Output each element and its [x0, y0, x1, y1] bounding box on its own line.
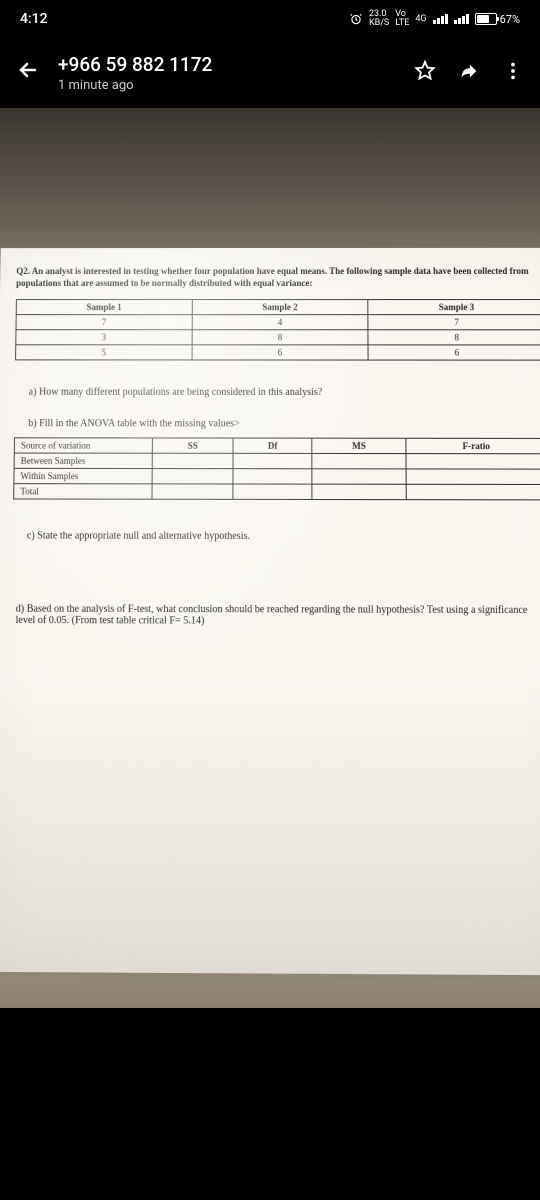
table-cell: 8: [368, 330, 540, 345]
anova-row-label: Total: [14, 484, 152, 500]
anova-col: Df: [233, 438, 312, 453]
part-b: b) Fill in the ANOVA table with the miss…: [28, 418, 540, 430]
table-cell: 7: [16, 315, 192, 330]
part-a: a) How many different populations are be…: [29, 387, 540, 399]
bottom-letterbox: [0, 1008, 540, 1200]
status-time: 4:12: [20, 11, 48, 27]
anova-col: Source of variation: [14, 438, 152, 453]
anova-col: MS: [312, 439, 405, 454]
favorite-button[interactable]: [414, 60, 436, 87]
photo-viewport[interactable]: Q2. An analyst is interested in testing …: [0, 108, 540, 1008]
table-header: Sample 1: [16, 300, 192, 315]
app-bar: +966 59 882 1172 1 minute ago: [0, 38, 540, 108]
table-cell: 8: [192, 330, 369, 345]
signal-bars-1: [433, 14, 448, 24]
battery-percent: 67%: [500, 13, 520, 26]
table-cell: 6: [368, 345, 540, 360]
battery-fill: [477, 15, 489, 23]
part-d: d) Based on the analysis of F-test, what…: [15, 604, 540, 628]
anova-col: SS: [152, 438, 233, 453]
sample-data-table: Sample 1 Sample 2 Sample 3 7 4 7 3 8 8 5…: [15, 299, 540, 361]
signal-label: 4G: [415, 14, 426, 24]
table-cell: 3: [16, 330, 192, 345]
data-speed: 23.0 KB/S: [369, 10, 389, 28]
table-header: Sample 3: [368, 300, 540, 315]
share-button[interactable]: [458, 60, 480, 87]
alarm-icon: [349, 12, 363, 26]
battery-indicator: 67%: [475, 13, 520, 26]
status-bar: 4:12 23.0 KB/S Vo LTE 4G 67%: [0, 0, 540, 38]
more-button[interactable]: [502, 60, 524, 87]
contact-title: +966 59 882 1172: [58, 53, 396, 76]
table-cell: 7: [368, 315, 540, 330]
part-c: c) State the appropriate null and altern…: [27, 531, 540, 543]
timestamp-subtitle: 1 minute ago: [58, 78, 396, 93]
anova-row-label: Within Samples: [14, 469, 152, 485]
anova-row-label: Between Samples: [14, 453, 152, 468]
anova-table: Source of variation SS Df MS F-ratio Bet…: [13, 438, 540, 501]
table-cell: 5: [16, 345, 192, 360]
question-heading: Q2. An analyst is interested in testing …: [16, 266, 540, 290]
anova-col: F-ratio: [406, 439, 540, 454]
document-paper: Q2. An analyst is interested in testing …: [0, 248, 540, 975]
network-type: Vo LTE: [395, 10, 409, 28]
table-header: Sample 2: [192, 300, 368, 315]
table-cell: 6: [192, 345, 369, 360]
back-button[interactable]: [16, 58, 40, 88]
signal-bars-2: [454, 14, 469, 24]
table-cell: 4: [192, 315, 368, 330]
status-indicators: 23.0 KB/S Vo LTE 4G 67%: [349, 10, 520, 28]
